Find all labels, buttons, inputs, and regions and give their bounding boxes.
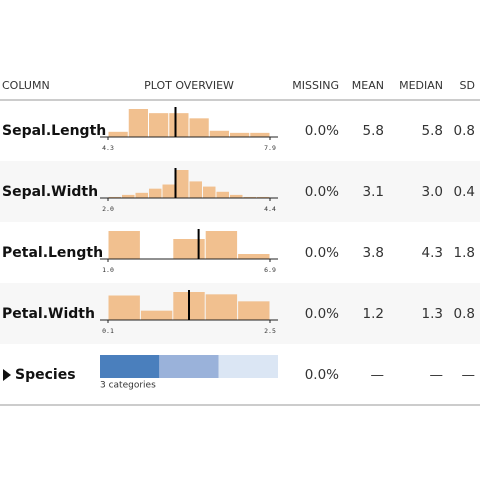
cell-mean: 5.8 xyxy=(363,123,384,139)
histogram-bar xyxy=(173,239,205,259)
cell-sd: 0.8 xyxy=(454,306,475,322)
axis-label: 7.9 xyxy=(264,144,276,152)
histogram-bar xyxy=(149,188,162,198)
axis-label: 6.9 xyxy=(264,266,276,274)
histogram-bar xyxy=(149,113,169,137)
histogram-bar xyxy=(108,131,128,137)
histogram-bar xyxy=(238,301,270,320)
histogram-bar xyxy=(189,181,202,198)
histogram-bar xyxy=(257,196,270,198)
axis-label: 2.5 xyxy=(264,327,276,335)
histogram-bar xyxy=(238,254,270,259)
histogram-bar xyxy=(209,130,229,137)
header-cell: MEDIAN xyxy=(399,79,443,92)
histogram-bar xyxy=(205,294,238,320)
column-name: Species xyxy=(15,367,76,383)
cell-median: 1.3 xyxy=(422,306,443,322)
histogram-bar xyxy=(108,295,140,320)
histogram-bar xyxy=(243,196,256,198)
cell-missing: 0.0% xyxy=(305,184,339,200)
histogram-bar xyxy=(140,310,173,320)
cell-missing: 0.0% xyxy=(305,367,339,383)
cell-median: 4.3 xyxy=(422,245,443,261)
column-name: Petal.Length xyxy=(2,245,103,261)
cell-median: 3.0 xyxy=(422,184,443,200)
cell-mean: 1.2 xyxy=(363,306,384,322)
histogram-bar xyxy=(135,192,148,198)
axis-label: 0.1 xyxy=(102,327,114,335)
histogram-bar xyxy=(169,113,189,137)
cell-sd: 1.8 xyxy=(454,245,475,261)
histogram-bar xyxy=(189,118,209,137)
cell-sd: 0.4 xyxy=(454,184,475,200)
expand-icon[interactable] xyxy=(3,369,11,381)
cell-sd: 0.8 xyxy=(454,123,475,139)
histogram-bar xyxy=(122,194,135,198)
header-cell: MISSING xyxy=(292,79,339,92)
category-bar xyxy=(218,355,278,378)
histogram-bar xyxy=(108,231,140,259)
header-cell: MEAN xyxy=(352,79,384,92)
header-cell: SD xyxy=(460,79,475,92)
histogram-bar xyxy=(205,231,238,259)
column-name: Petal.Width xyxy=(2,306,95,322)
axis-label: 4.3 xyxy=(102,144,114,152)
axis-label: 2.0 xyxy=(102,205,114,213)
column-name: Sepal.Width xyxy=(2,184,98,200)
cell-median: 5.8 xyxy=(422,123,443,139)
axis-label: 1.0 xyxy=(102,266,114,274)
category-bar xyxy=(100,355,160,378)
histogram-bar xyxy=(162,184,175,198)
cell-mean: 3.1 xyxy=(363,184,384,200)
header-cell: PLOT OVERVIEW xyxy=(144,79,234,92)
histogram-bar xyxy=(128,109,148,137)
cell-missing: 0.0% xyxy=(305,306,339,322)
cell-missing: 0.0% xyxy=(305,245,339,261)
histogram-bar xyxy=(176,170,189,198)
category-caption: 3 categories xyxy=(100,381,156,391)
cell-median: — xyxy=(430,367,444,383)
histogram-bar xyxy=(216,191,229,198)
histogram-bar xyxy=(230,194,243,198)
cell-mean: — xyxy=(371,367,385,383)
category-bar xyxy=(159,355,219,378)
row-background xyxy=(0,161,480,222)
cell-missing: 0.0% xyxy=(305,123,339,139)
axis-label: 4.4 xyxy=(264,205,276,213)
cell-sd: — xyxy=(462,367,476,383)
column-name: Sepal.Length xyxy=(2,123,106,139)
histogram-bar xyxy=(250,132,270,137)
histogram-bar xyxy=(230,132,250,137)
header-cell: COLUMN xyxy=(2,79,50,92)
histogram-bar xyxy=(203,186,216,198)
cell-mean: 3.8 xyxy=(363,245,384,261)
histogram-bar xyxy=(108,196,121,198)
